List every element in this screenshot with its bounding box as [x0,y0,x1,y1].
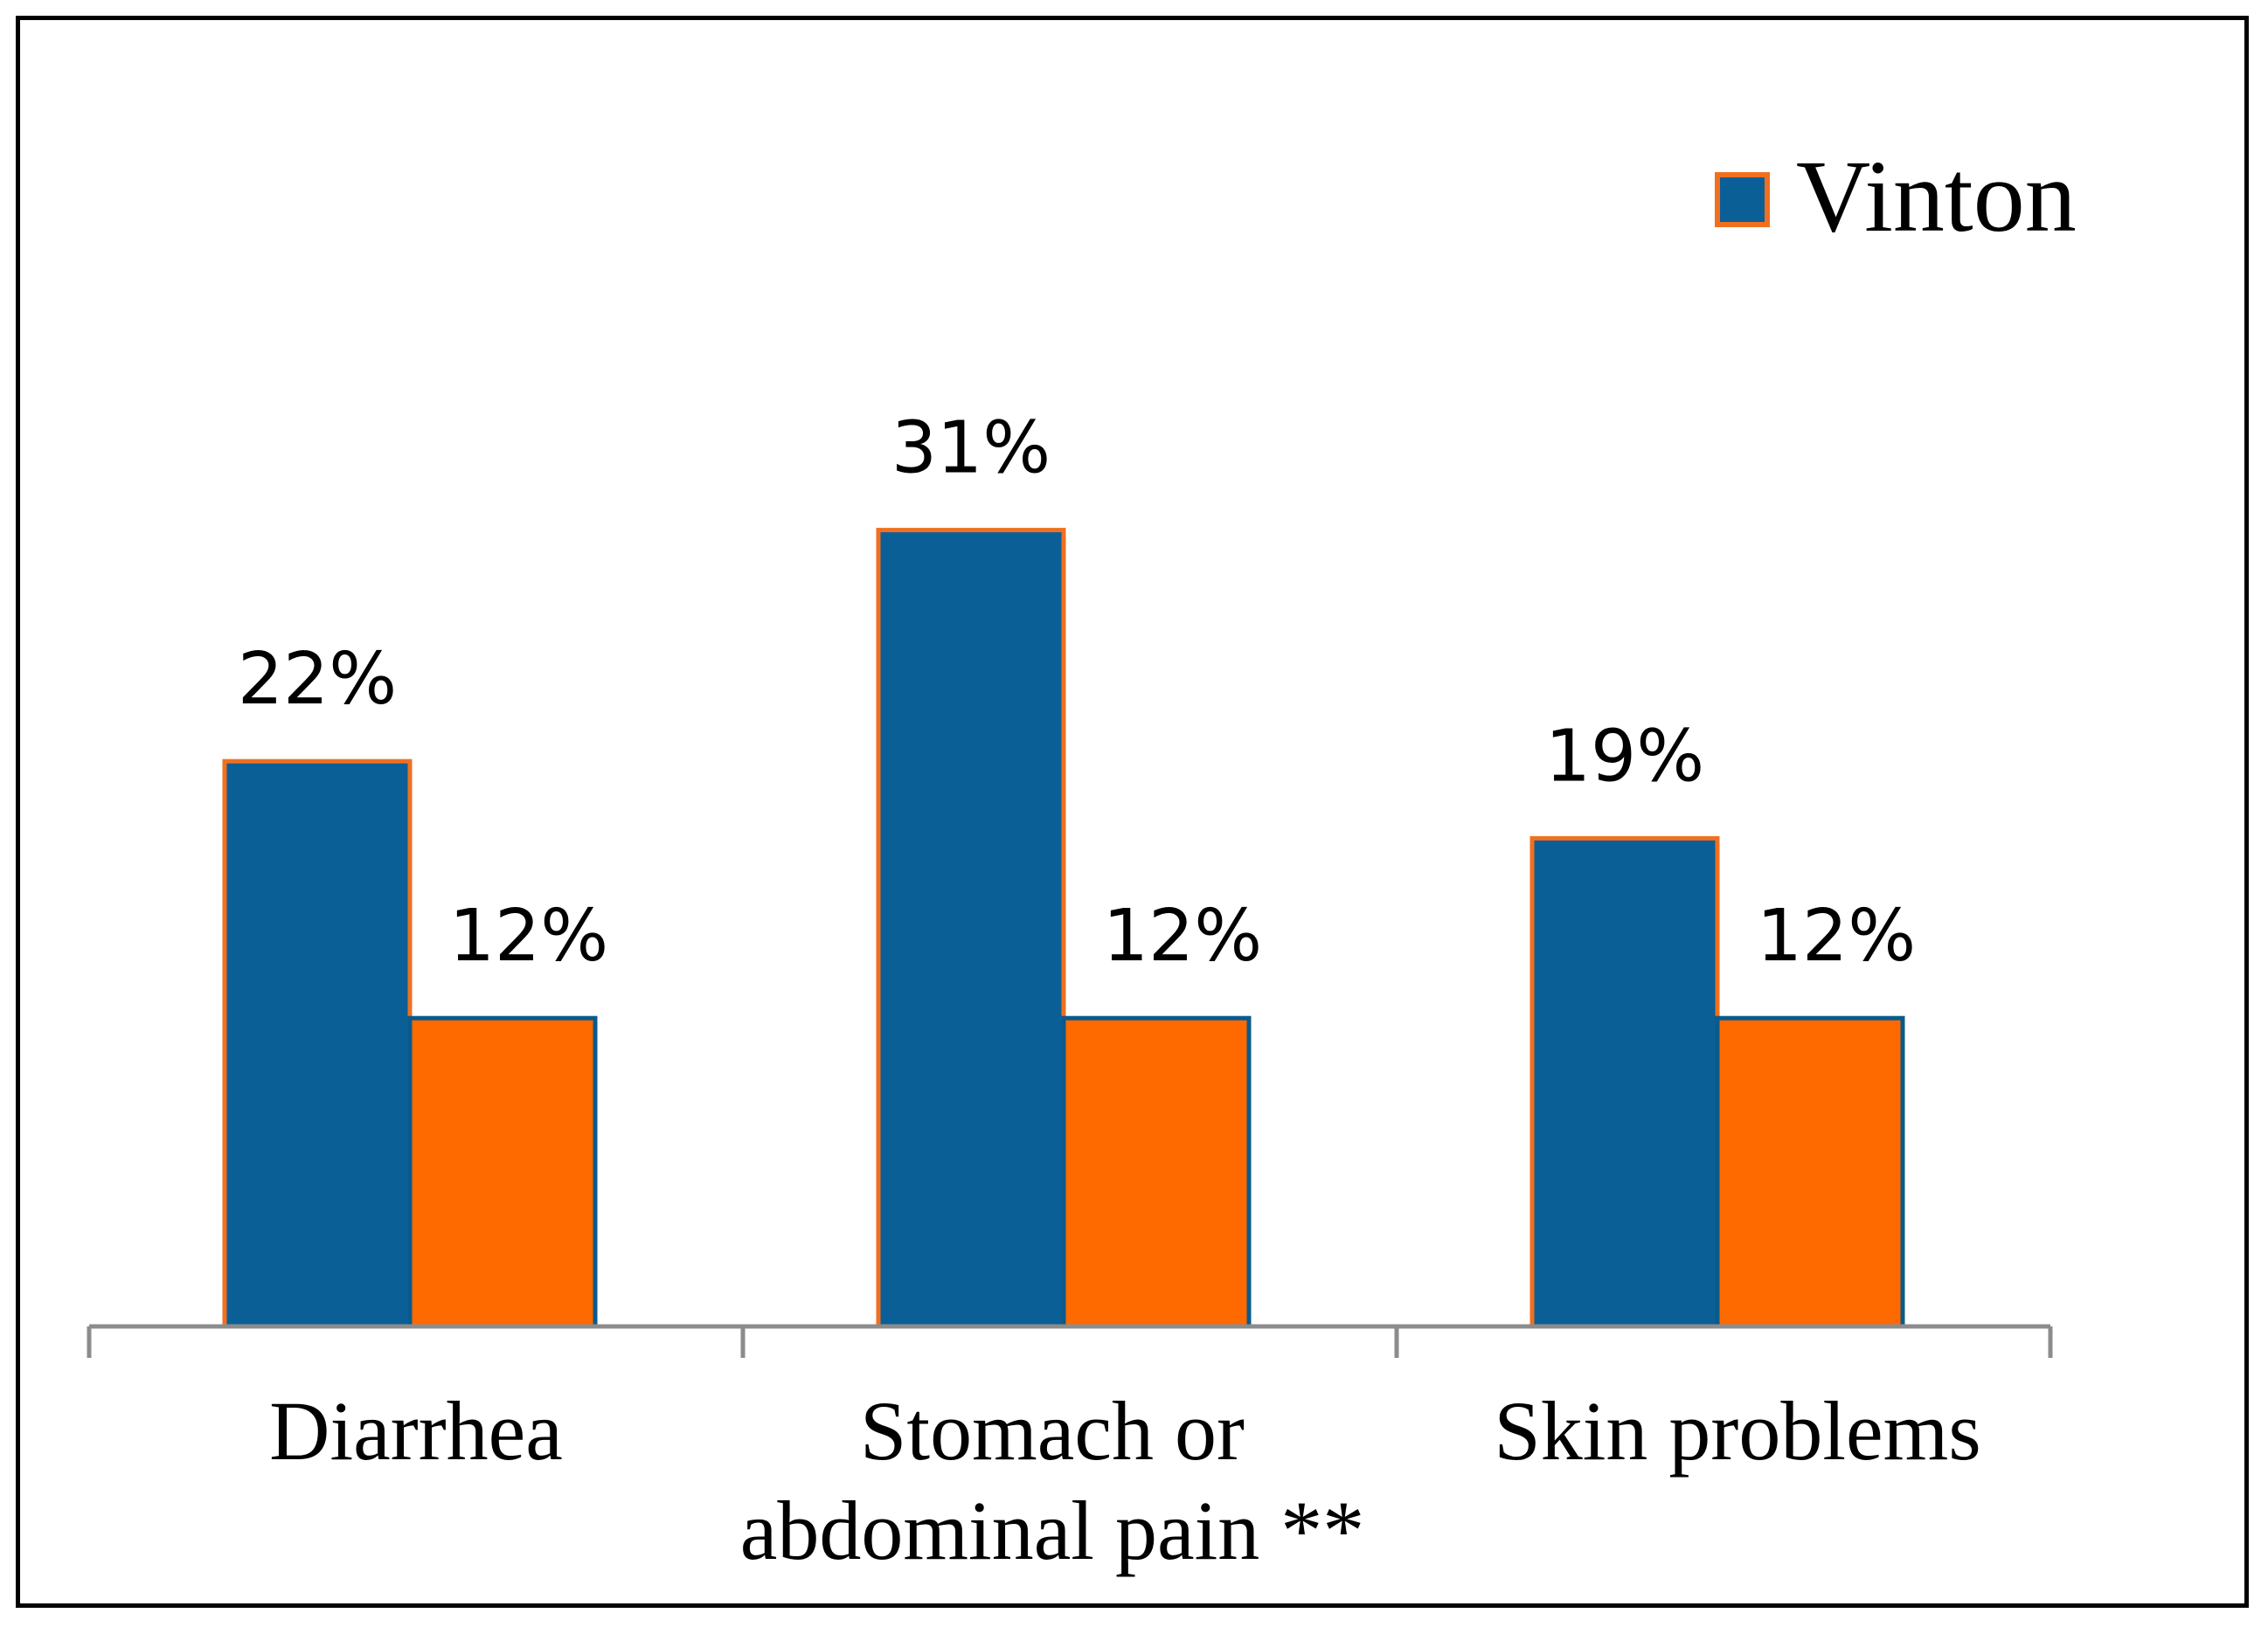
data-label-series2-cat3: 12% [1757,895,1916,978]
category-label-1: Diarrhea [269,1384,563,1478]
data-label-series2-cat1: 12% [449,895,608,978]
category-label-3: Skin problems [1494,1384,1980,1478]
data-labels: 22% 12% 31% 12% 19% 12% [238,407,1916,979]
data-label-series1-cat3: 19% [1545,715,1704,798]
bar-series2-cat1 [407,1015,598,1329]
data-label-series1-cat1: 22% [238,638,397,721]
bar-series1-cat3 [1529,835,1720,1329]
data-label-series2-cat2: 12% [1103,895,1262,978]
bar-series2-cat3 [1715,1015,1905,1329]
legend-swatch [1715,172,1770,227]
category-label-2: Stomach or abdominal pain ** [740,1384,1365,1577]
bars-layer [222,528,1905,1329]
x-axis [87,1324,2053,1358]
legend[interactable]: Vinton [1715,139,2077,253]
bar-series1-cat2 [876,528,1066,1329]
bar-series2-cat2 [1061,1015,1252,1329]
category-labels: Diarrhea Stomach or abdominal pain ** Skin … [269,1384,1981,1577]
bar-series1-cat1 [222,758,413,1329]
data-label-series1-cat2: 31% [891,407,1051,490]
legend-label: Vinton [1796,139,2077,253]
